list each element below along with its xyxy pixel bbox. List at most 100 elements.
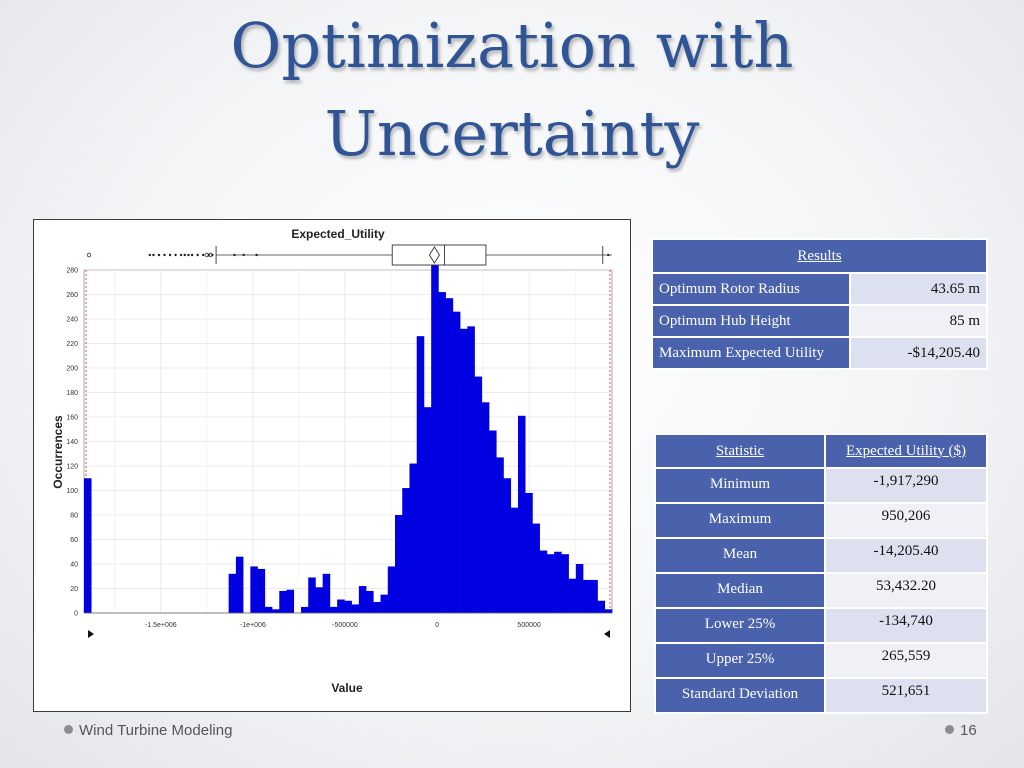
x-tick-label: -500000 bbox=[332, 622, 358, 629]
histogram-bar bbox=[575, 564, 584, 613]
boxplot-outlier bbox=[183, 253, 186, 257]
histogram-bar bbox=[597, 600, 606, 613]
statistics-table: Statistic Expected Utility ($) Minimum -… bbox=[654, 433, 988, 714]
y-tick-label: 280 bbox=[66, 268, 78, 275]
histogram-bar bbox=[264, 606, 273, 613]
y-axis-label: Occurrences bbox=[51, 415, 65, 489]
title-line-1: Optimization with bbox=[230, 9, 794, 82]
result-value: -$14,205.40 bbox=[849, 336, 988, 370]
boxplot-outlier bbox=[196, 253, 199, 257]
histogram-bar bbox=[286, 589, 295, 613]
statistic-header: Statistic bbox=[654, 433, 826, 469]
boxplot-outlier bbox=[163, 253, 166, 257]
stat-label: Lower 25% bbox=[654, 607, 826, 644]
histogram-bar bbox=[84, 478, 92, 613]
histogram-bar bbox=[300, 606, 309, 613]
table-row: Maximum Expected Utility -$14,205.40 bbox=[651, 336, 988, 370]
histogram-svg: Expected_Utility Value Occurrences 0 20 40… bbox=[51, 227, 613, 695]
y-tick-label: 180 bbox=[66, 390, 78, 397]
boxplot-outlier bbox=[607, 253, 610, 257]
y-tick-label: 40 bbox=[70, 562, 78, 569]
histogram-bar bbox=[561, 554, 569, 613]
boxplot-outlier bbox=[174, 253, 177, 257]
table-row: Lower 25% -134,740 bbox=[654, 607, 988, 644]
histogram-bar bbox=[235, 556, 244, 613]
histogram-bar bbox=[409, 463, 418, 613]
histogram-bar bbox=[452, 311, 461, 613]
y-tick-label: 140 bbox=[66, 439, 78, 446]
table-row: Upper 25% 265,559 bbox=[654, 642, 988, 679]
x-axis-label: Value bbox=[331, 681, 363, 695]
result-value: 85 m bbox=[849, 304, 988, 338]
x-tick-label: 500000 bbox=[517, 622, 540, 629]
boxplot-outlier bbox=[201, 253, 205, 257]
y-tick-label: 200 bbox=[66, 366, 78, 373]
histogram-bar bbox=[568, 578, 577, 613]
stat-value: -14,205.40 bbox=[824, 537, 988, 574]
title-line-2: Uncertainty bbox=[324, 97, 700, 170]
histogram-bar bbox=[510, 507, 519, 613]
histogram-bar bbox=[496, 457, 504, 613]
histogram-bar bbox=[329, 606, 338, 613]
histogram-bar bbox=[503, 478, 512, 613]
expected-utility-header: Expected Utility ($) bbox=[824, 433, 988, 469]
y-tick-label: 100 bbox=[66, 488, 78, 495]
y-tick-label: 80 bbox=[70, 513, 78, 520]
histogram-bar bbox=[489, 430, 497, 613]
boxplot-outlier bbox=[157, 253, 161, 257]
x-tick-label: 0 bbox=[435, 622, 439, 629]
histogram-bar bbox=[344, 600, 352, 613]
histogram-bar bbox=[416, 336, 425, 613]
result-value: 43.65 m bbox=[849, 272, 988, 306]
results-table: Results Optimum Rotor Radius 43.65 m Opt… bbox=[651, 238, 988, 370]
histogram-bar bbox=[351, 604, 360, 613]
left-slider-handle bbox=[88, 630, 94, 638]
boxplot-outlier bbox=[190, 253, 194, 257]
stat-label: Median bbox=[654, 572, 826, 609]
histogram-bar bbox=[322, 573, 331, 613]
result-label: Maximum Expected Utility bbox=[651, 336, 851, 370]
y-tick-label: 120 bbox=[66, 464, 78, 471]
x-tick-label: -1.5e+006 bbox=[145, 622, 177, 629]
boxplot-outlier bbox=[86, 252, 92, 258]
boxplot-outlier bbox=[152, 253, 155, 257]
histogram-bar bbox=[539, 550, 548, 613]
histogram-bar bbox=[387, 566, 396, 613]
slide-title: Optimization with Uncertainty bbox=[0, 2, 1024, 178]
boxplot-outlier bbox=[179, 253, 183, 257]
histogram-bar bbox=[604, 609, 613, 613]
y-tick-label: 260 bbox=[66, 292, 78, 299]
footer-text: Wind Turbine Modeling bbox=[79, 722, 233, 739]
histogram-chart: Expected_Utility Value Occurrences 0 20 40… bbox=[33, 219, 631, 712]
histogram-bar bbox=[438, 292, 446, 613]
stat-label: Mean bbox=[654, 537, 826, 574]
histogram-bar bbox=[228, 573, 237, 613]
histogram-bar bbox=[315, 587, 323, 613]
histogram-bar bbox=[250, 566, 258, 613]
histogram-bar bbox=[583, 579, 591, 613]
histogram-bar bbox=[467, 326, 475, 613]
boxplot-outlier bbox=[255, 253, 258, 257]
stat-label: Maximum bbox=[654, 502, 826, 539]
boxplot-outlier bbox=[211, 253, 214, 257]
boxplot-outlier bbox=[168, 253, 172, 257]
table-row: Maximum 950,206 bbox=[654, 502, 988, 539]
y-tick-label: 60 bbox=[70, 537, 78, 544]
y-tick-label: 160 bbox=[66, 415, 78, 422]
histogram-bar bbox=[308, 577, 316, 613]
stat-label: Standard Deviation bbox=[654, 677, 826, 714]
table-row: Optimum Hub Height 85 m bbox=[651, 304, 988, 338]
table-row: Minimum -1,917,290 bbox=[654, 467, 988, 504]
bullet-icon bbox=[945, 725, 954, 734]
histogram-bar bbox=[590, 579, 598, 613]
stat-value: 265,559 bbox=[824, 642, 988, 679]
histogram-bar bbox=[402, 488, 410, 613]
right-slider-handle bbox=[604, 630, 610, 638]
histogram-bar bbox=[366, 590, 374, 613]
boxplot-mean-diamond bbox=[428, 246, 440, 264]
stat-label: Minimum bbox=[654, 467, 826, 504]
page-number-text: 16 bbox=[960, 722, 977, 739]
boxplot-outlier bbox=[233, 253, 236, 257]
histogram-bar bbox=[431, 257, 439, 613]
y-tick-label: 220 bbox=[66, 341, 78, 348]
